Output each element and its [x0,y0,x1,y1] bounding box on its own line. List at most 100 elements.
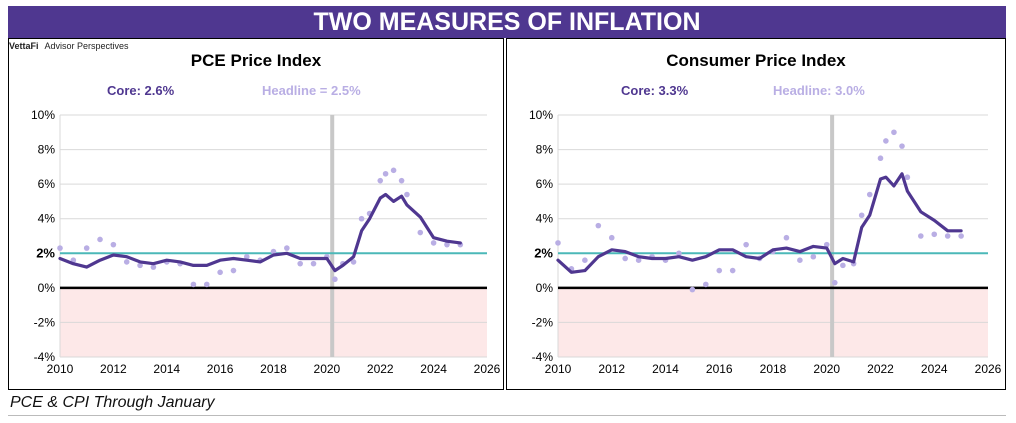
footnote: PCE & CPI Through January [10,394,215,411]
x-tick-label: 2022 [867,362,894,376]
headline-point [958,233,964,239]
pce-chart-panel: VettaFi Advisor Perspectives PCE Price In… [8,38,504,390]
headline-point [555,240,561,246]
headline-point [150,264,157,270]
headline-point [716,267,723,274]
headline-point [190,281,197,288]
headline-point [891,129,897,136]
headline-point [635,257,642,263]
headline-point [297,260,303,267]
y-tick-label: -2% [532,315,554,329]
headline-point [97,236,103,243]
y-tick-label: 0% [38,281,56,295]
brand-logo: VettaFi Advisor Perspectives [9,41,129,51]
x-tick-label: 2026 [975,362,1002,376]
y-tick-label: 8% [536,143,554,157]
legend-headline: Headline = 2.5% [262,83,361,98]
x-tick-label: 2026 [474,362,501,376]
x-tick-label: 2022 [367,362,394,376]
y-tick-label: 6% [38,177,56,191]
headline-point [310,260,317,267]
brand-name: VettaFi [9,41,39,51]
cpi-chart-panel: Consumer Price Index Core: 3.3% Headline… [506,38,1006,390]
headline-point [743,241,749,248]
headline-point [390,167,397,174]
x-tick-label: 2016 [207,362,234,376]
legend-core: Core: 2.6% [107,83,175,98]
y-tick-label: 2% [36,245,55,260]
y-tick-label: 10% [529,108,553,122]
x-tick-label: 2010 [545,362,572,376]
headline-point [284,245,290,251]
pce-chart-plot: 10% 8% 6% 4% 2% 0% -2% -4%2010 2012 2014 2016 2018 2… [31,108,501,376]
x-tick-label: 2018 [260,362,287,376]
banner-title: TWO MEASURES OF INFLATION [8,6,1006,38]
x-tick-label: 2016 [706,362,733,376]
headline-point [57,245,63,251]
headline-point [832,279,838,286]
y-tick-label: 10% [31,108,55,122]
headline-point [918,233,924,239]
headline-point [904,174,911,181]
core-series-line [58,192,462,273]
headline-point [382,170,389,177]
headline-point [858,212,865,219]
cpi-chart-plot: 10% 8% 6% 4% 2% 0% -2% -4%2010 2012 2014 2016 2018 2… [529,108,1002,376]
recession-band [830,115,835,357]
x-tick-label: 2018 [760,362,787,376]
y-tick-label: -4% [34,350,56,364]
headline-point [404,191,410,198]
legend-headline: Headline: 3.0% [773,83,865,98]
y-tick-label: 6% [536,177,554,191]
x-tick-label: 2012 [100,362,127,376]
y-tick-label: 2% [534,245,553,260]
chart-title: Consumer Price Index [666,51,846,70]
x-tick-label: 2014 [153,362,180,376]
headline-point [676,250,682,257]
headline-point [582,257,588,263]
headline-point [689,286,696,293]
x-tick-label: 2024 [420,362,447,376]
y-tick-label: -4% [532,350,554,364]
headline-point [398,177,405,184]
y-tick-label: 4% [536,212,554,226]
headline-point [866,191,873,198]
headline-point [703,281,709,288]
x-tick-label: 2020 [813,362,840,376]
headline-point [430,240,437,246]
headline-point [444,241,450,248]
y-tick-label: 8% [38,143,56,157]
headline-point [377,177,384,184]
headline-point [877,155,884,162]
headline-point [595,222,602,229]
headline-point [840,262,846,269]
headline-point [137,262,143,269]
brand-sub: Advisor Perspectives [44,41,129,51]
headline-point [332,276,338,283]
headline-point [810,253,817,260]
x-tick-label: 2012 [598,362,625,376]
x-tick-label: 2020 [314,362,341,376]
headline-point [244,253,250,260]
headline-point [350,259,357,265]
headline-point [417,229,424,236]
headline-point [230,267,237,274]
x-tick-label: 2024 [921,362,948,376]
x-tick-label: 2014 [652,362,679,376]
headline-point [944,233,951,239]
headline-point [110,241,117,248]
legend-core: Core: 3.3% [621,83,689,98]
headline-point [729,267,736,274]
headline-point [622,255,628,262]
headline-point [203,281,210,288]
headline-point [358,215,365,222]
recession-band [330,115,335,357]
x-tick-label: 2010 [47,362,74,376]
headline-point [797,257,803,263]
y-tick-label: -2% [34,315,56,329]
headline-point [608,234,615,241]
headline-point [883,138,889,144]
core-series-line [556,172,963,274]
headline-point [123,259,130,265]
y-tick-label: 0% [536,281,554,295]
